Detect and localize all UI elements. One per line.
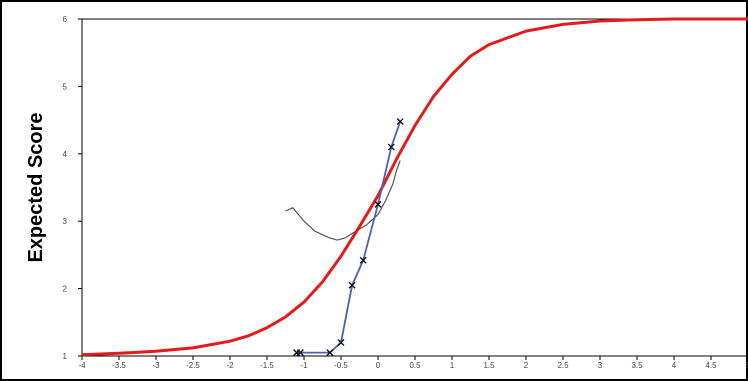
x-tick-label: -1.5 [260, 361, 274, 370]
y-tick-label: 5 [63, 82, 68, 91]
x-tick-label: 5 [746, 361, 748, 370]
x-tick-label: -4 [78, 361, 86, 370]
axes: 1 2 3 4 5 6 -4 -3.5 -3 -2.5 -2 -1.5 -1 -0.5 0 0.5 1 1.5 2 2… [63, 15, 748, 370]
y-tick-label: 1 [63, 352, 68, 361]
observed-point-stroke [387, 143, 395, 151]
x-tick-label: 0 [376, 361, 381, 370]
x-tick-label: -2 [226, 361, 234, 370]
observed-point [326, 349, 334, 357]
observed-point [296, 349, 304, 357]
x-tick-label: 2 [524, 361, 529, 370]
x-tick-label: -1 [300, 361, 308, 370]
y-tick-label: 6 [63, 15, 68, 24]
x-tick-label: -3 [152, 361, 160, 370]
y-tick-label: 3 [63, 217, 68, 226]
observed-point [348, 281, 356, 289]
x-tick-label: 4.5 [705, 361, 717, 370]
observed-point [374, 200, 382, 208]
observed-point-stroke [359, 256, 367, 264]
observed-point-stroke [396, 117, 404, 125]
observed-point-stroke [296, 349, 304, 357]
x-tick-label: -3.5 [112, 361, 126, 370]
observed-line [296, 121, 402, 354]
x-tick-label: 2.5 [557, 361, 569, 370]
y-tick-label: 2 [63, 285, 68, 294]
observed-point [387, 143, 395, 151]
observed-point [359, 256, 367, 264]
series-layer [81, 17, 748, 357]
observed-point-stroke [348, 281, 356, 289]
x-tick-label: 1.5 [483, 361, 495, 370]
x-tick-label: -0.5 [334, 361, 348, 370]
x-tick-label: 4 [672, 361, 677, 370]
observed-point [396, 117, 404, 125]
x-tick-label: 0.5 [409, 361, 421, 370]
freehand-curve-line [285, 160, 401, 241]
x-tick-label: -2.5 [186, 361, 200, 370]
model-curve-line [81, 17, 748, 357]
observed-point-stroke [374, 200, 382, 208]
x-tick-label: 3.5 [631, 361, 643, 370]
y-tick-label: 4 [63, 150, 68, 159]
observed-point [337, 339, 345, 347]
x-tick-label: 3 [598, 361, 603, 370]
observed-point-stroke [326, 349, 334, 357]
x-tick-label: 1 [450, 361, 455, 370]
y-axis-label: Expected Score [25, 112, 47, 262]
observed-point-stroke [337, 339, 345, 347]
